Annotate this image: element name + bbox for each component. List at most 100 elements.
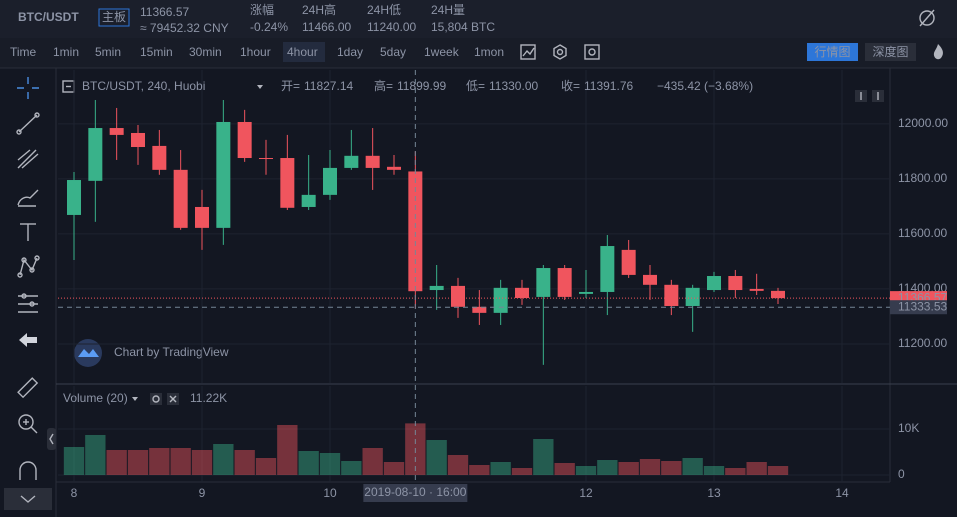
stat-value: 15,804 BTC [431,20,495,34]
back-tool[interactable] [19,333,37,347]
board: 主板 [102,10,126,24]
candle-body [387,166,401,170]
active-interval [283,42,325,62]
volume-bar [597,459,618,475]
view-button-bg[interactable] [807,43,858,61]
price: 11366.57 [140,5,189,19]
candle-body [579,291,593,294]
view-button[interactable]: 行情图 [814,45,850,59]
pattern-tool[interactable] [17,255,40,278]
interval-button[interactable]: Time [10,45,37,59]
candle-body [707,276,721,291]
interval-button[interactable]: 5min [95,45,121,59]
candle-body [408,171,423,292]
candle-body [643,274,657,285]
volume-bar [767,465,789,475]
stat-label: 24H量 [431,3,465,17]
interval-button[interactable]: 15min [140,45,173,59]
candle-body [365,155,380,168]
crosshair-time-badge [363,484,468,502]
legend-value: 11827.14 [304,79,353,93]
ruler-tool[interactable] [17,377,39,399]
x-tick-label: 13 [707,486,721,500]
fib-tool[interactable] [17,149,39,169]
interval-button[interactable]: 1hour [240,45,271,59]
collapse-handle[interactable] [47,428,56,450]
legend-change: −435.42 (−3.68%) [657,79,753,93]
volume-bar [298,450,319,475]
volume-bar [85,434,106,475]
crosshair-tool[interactable] [17,77,39,99]
board-badge [98,8,130,27]
volume-bar [255,457,277,475]
text-tool[interactable] [20,223,36,241]
volume-bar [127,449,149,475]
volume-bar [170,447,191,475]
legend-label: 低= [466,79,485,93]
header-bar [0,0,957,38]
dropdown-arrow[interactable] [132,397,138,401]
interval-button[interactable]: 4hour [287,45,318,59]
settings-icon[interactable] [553,44,567,60]
volume-bar [554,462,575,475]
x-tick-label: 14 [835,486,849,500]
legend-value: 11899.99 [397,79,446,93]
x-tick-label: 8 [71,486,78,500]
legend-label: 高= [374,78,393,93]
volume-bar [319,452,341,475]
legend-label: 开= [281,79,300,93]
price-cny: ≈ 79452.32 CNY [140,21,229,35]
magnet-tool[interactable] [19,461,37,480]
volume-title: Volume (20) [63,391,128,405]
volume-close[interactable] [167,393,179,405]
settings-icon[interactable] [919,9,935,27]
interval-button[interactable]: 1week [424,45,460,59]
brush-tool[interactable] [17,189,39,207]
stat-value: 11466.00 [302,20,351,34]
candle-body [173,169,188,228]
volume-bar [383,461,405,475]
volume-bar [490,461,511,475]
volume-bar [703,465,725,475]
watermark: Chart by TradingView [114,345,229,359]
legend-label: 收= [561,79,580,93]
candle-body [216,121,231,228]
stat-label: 24H高 [302,2,336,17]
indicator-icon[interactable] [520,44,536,60]
candle-body [88,128,103,181]
prediction-tool[interactable] [18,293,38,313]
collapse-button[interactable] [4,488,52,510]
candle-body [109,128,124,135]
dropdown-arrow[interactable] [257,85,263,89]
candle-body [749,288,764,291]
flame-icon[interactable] [933,44,943,60]
candle-body [280,158,295,208]
interval-button[interactable]: 1min [53,45,79,59]
view-button-bg[interactable] [865,43,916,61]
volume-bar [426,439,447,475]
y-tick-label: 0 [898,467,905,481]
volume-bar [511,467,533,475]
candle-body [131,132,145,148]
zoom-tool[interactable] [18,414,38,434]
scale-buttons[interactable] [855,90,884,102]
crosshair-time-label: 2019-08-10 · 16:00 [364,485,466,499]
interval-button[interactable]: 1mon [474,45,504,59]
volume-bar [277,424,298,475]
screenshot-icon[interactable] [584,44,600,60]
interval-button[interactable]: 1day [337,45,363,59]
crosshair-price-label: 11333.53 [898,299,947,313]
interval-button[interactable]: 30min [189,45,222,59]
stat-value: 11240.00 [367,20,416,34]
interval-button[interactable]: 5day [380,45,406,59]
volume-bar [469,464,490,475]
candle-body [195,206,209,228]
candle-body [621,249,636,275]
candle-body [664,284,679,306]
volume-settings[interactable] [150,393,162,405]
view-button[interactable]: 深度图 [872,44,908,59]
y-tick-label: 12000.00 [898,116,948,130]
trendline-tool[interactable] [16,112,40,135]
candle-body [152,145,167,170]
